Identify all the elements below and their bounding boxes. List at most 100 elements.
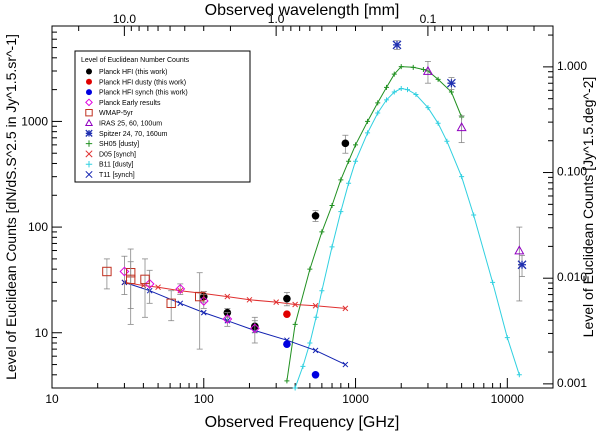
model-point xyxy=(307,340,313,346)
plot-frame xyxy=(51,25,554,389)
legend-label: T11 [synch] xyxy=(99,172,135,179)
y-tick-label: 1000 xyxy=(21,114,48,128)
legend-label: WMAP-5yr xyxy=(99,110,134,117)
model-point xyxy=(391,89,397,95)
data-point xyxy=(283,340,291,348)
model-point xyxy=(410,64,416,70)
legend-label: IRAS 25, 60, 100um xyxy=(99,121,162,128)
data-point xyxy=(422,65,434,75)
legend-marker xyxy=(85,129,93,137)
model-point xyxy=(312,347,319,354)
x-axis-title-top: Observed wavelength [mm] xyxy=(205,2,400,19)
legend-label: D05 [synch] xyxy=(99,151,136,158)
model-point xyxy=(365,130,371,136)
model-point xyxy=(246,296,253,303)
data-point xyxy=(283,294,291,303)
legend-label: SH05 [dusty] xyxy=(99,141,139,148)
legend-marker xyxy=(85,150,93,158)
y-axis-title-right: Level of Euclidean Counts [Jy^1.5.deg^-2… xyxy=(580,77,596,338)
data-point xyxy=(194,291,205,302)
right-tick-label: 0.010 xyxy=(557,270,587,284)
model-point xyxy=(420,67,426,73)
model-point xyxy=(313,314,319,320)
model-point xyxy=(200,309,207,316)
x-tick-label: 1000 xyxy=(342,392,369,406)
data-points xyxy=(102,40,527,379)
model-point xyxy=(413,91,419,97)
legend-marker xyxy=(85,161,93,168)
model-point xyxy=(300,363,306,369)
model-point xyxy=(490,279,496,285)
model-point xyxy=(425,105,431,111)
data-point xyxy=(446,78,456,88)
right-tick-label: 0.100 xyxy=(557,165,587,179)
legend-marker xyxy=(84,118,94,127)
legend-marker xyxy=(86,68,92,75)
model-point xyxy=(224,293,231,300)
model-point xyxy=(398,85,404,91)
model-point xyxy=(346,158,352,164)
data-point xyxy=(175,283,186,294)
legend-label: Planck HFI synch (this work) xyxy=(99,90,188,97)
right-tick-label: 1.000 xyxy=(557,59,587,73)
data-point xyxy=(311,211,320,220)
y-tick-label: 10 xyxy=(35,326,49,340)
model-curve xyxy=(286,66,463,381)
model-point xyxy=(435,120,441,126)
legend-label: Planck HFI (this work) xyxy=(99,69,167,76)
y-axis-title-left: Level of Euclidean Counts [dN/dS.S^2.5 i… xyxy=(3,34,19,380)
x-axis-title-bottom: Observed Frequency [GHz] xyxy=(205,414,400,431)
data-point xyxy=(140,274,150,285)
data-point xyxy=(144,278,155,289)
data-point xyxy=(392,40,402,50)
model-point xyxy=(435,76,441,82)
legend-marker xyxy=(85,140,93,147)
data-point xyxy=(456,122,467,132)
model-point xyxy=(292,321,298,327)
model-point xyxy=(346,180,352,186)
model-point xyxy=(471,212,477,218)
data-point xyxy=(517,260,527,270)
model-point xyxy=(353,142,359,148)
legend-marker xyxy=(85,170,93,179)
model-curve xyxy=(124,281,346,366)
top-tick-label: 1.0 xyxy=(268,12,285,26)
data-point xyxy=(311,370,320,379)
model-point xyxy=(342,305,349,312)
right-tick-label: 0.001 xyxy=(557,376,587,390)
model-point xyxy=(516,372,522,378)
legend-box xyxy=(74,50,251,183)
model-point xyxy=(459,174,465,180)
model-point xyxy=(155,284,161,291)
model-point xyxy=(338,177,344,183)
model-point xyxy=(329,203,335,209)
legend: Level of Euclidean Number Counts Planck H… xyxy=(74,50,251,183)
model-point xyxy=(444,138,450,144)
model-point xyxy=(375,100,381,106)
model-point xyxy=(448,89,454,95)
legend-label: Planck HFI dusty (this work) xyxy=(99,79,186,86)
model-point xyxy=(319,288,325,294)
x-tick-label: 10000 xyxy=(491,392,525,406)
model-point xyxy=(319,229,325,235)
model-point xyxy=(338,209,344,215)
axis-ticks: 10 100 1000 10000 10.0 1.0 0.1 10 100 1000 0.001 0.… xyxy=(21,12,587,406)
model-point xyxy=(405,87,411,93)
model-point xyxy=(365,118,371,124)
model-point xyxy=(375,110,381,116)
model-point xyxy=(292,301,298,308)
data-point xyxy=(341,139,350,148)
legend-title: Level of Euclidean Number Counts xyxy=(81,57,190,64)
model-point xyxy=(177,300,184,307)
model-point xyxy=(329,244,335,250)
data-point xyxy=(125,274,136,285)
model-point xyxy=(504,335,510,341)
model-point xyxy=(384,84,390,90)
legend-marker xyxy=(85,98,93,107)
legend-marker xyxy=(85,109,93,117)
model-point xyxy=(353,158,359,164)
data-point xyxy=(198,296,209,306)
top-tick-label: 0.1 xyxy=(420,12,437,26)
legend-marker xyxy=(86,89,92,96)
top-tick-label: 10.0 xyxy=(113,12,137,26)
